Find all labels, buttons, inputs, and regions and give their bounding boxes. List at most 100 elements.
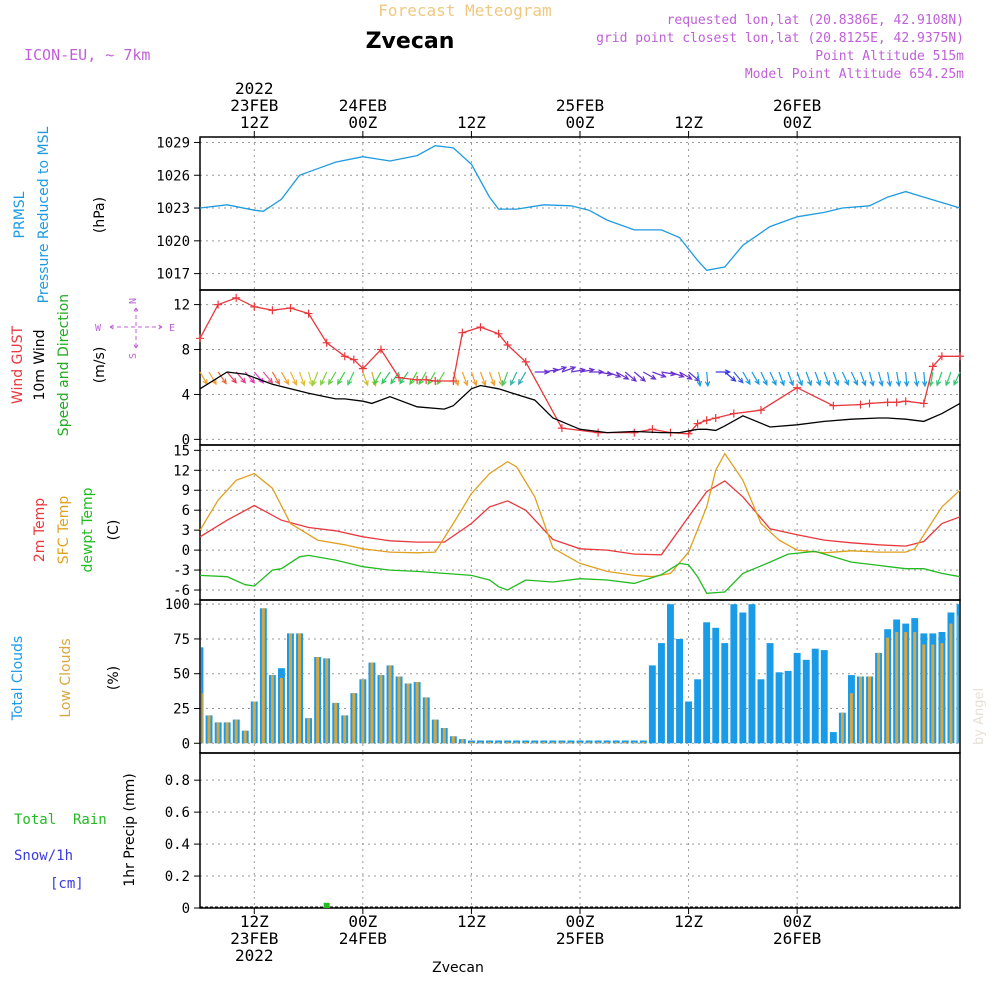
- wind-arrow-icon: [953, 371, 961, 386]
- wind-arrow-icon: [362, 371, 369, 387]
- ytick-label: -3: [173, 563, 190, 579]
- temp-unit: (C): [106, 520, 122, 541]
- gust-marker: [919, 399, 928, 408]
- total-cloud-bar: [802, 659, 810, 744]
- wind-arrow-icon: [381, 371, 391, 385]
- panel-pressure: 1017 1020 1023 1026 1029: [156, 135, 961, 291]
- low-cloud-bar: [451, 736, 455, 744]
- total-cloud-bar: [721, 643, 729, 744]
- wind-arrow-icon: [289, 371, 298, 386]
- wind-arrow-icon: [328, 371, 337, 386]
- low-cloud-bar: [596, 741, 600, 744]
- gust-marker: [693, 419, 702, 428]
- gust-marker: [250, 302, 259, 311]
- gust-marker: [196, 334, 204, 343]
- low-cloud-bar: [370, 662, 374, 744]
- total-cloud-bar: [712, 627, 720, 744]
- total-cloud-bar: [766, 643, 774, 744]
- low-cloud-bar: [840, 712, 844, 744]
- wind-arrow-icon: [518, 371, 527, 386]
- total-cloud-bar: [811, 648, 819, 744]
- low-cloud-bar: [895, 632, 899, 744]
- low-cloud-bar: [379, 675, 383, 744]
- total-cloud-bar: [703, 622, 711, 744]
- low-cloud-bar: [225, 722, 229, 744]
- low-cloud-bar: [207, 715, 211, 744]
- ytick-label: 0: [182, 432, 190, 448]
- snow-unit: [cm]: [50, 876, 84, 892]
- gust-marker: [422, 375, 431, 384]
- ytick-label: 75: [173, 632, 190, 648]
- requested-coords: requested lon,lat (20.8386E, 42.9108N): [667, 13, 964, 28]
- low-cloud-bar: [904, 632, 908, 744]
- wind-arrow-icon: [479, 371, 487, 387]
- gust-marker: [883, 398, 892, 407]
- panel-wind: 0 4 8 12: [173, 289, 961, 448]
- panel-frame: [199, 599, 961, 754]
- total-cloud-bar: [685, 701, 692, 744]
- wind-arrow-icon: [615, 371, 630, 380]
- low-cloud-bar: [243, 730, 247, 744]
- wind-arrow-icon: [320, 371, 328, 386]
- low-cloud-bar: [560, 741, 564, 744]
- wind-arrow-icon: [921, 371, 928, 388]
- total-rain-label: Total Rain: [14, 812, 107, 828]
- ytick-label: 50: [173, 667, 190, 683]
- wind-arrow-icon: [409, 371, 418, 386]
- top-time-label: 12Z: [240, 113, 269, 132]
- wind-arrow-icon: [805, 371, 813, 387]
- wind-arrow-icon: [624, 371, 638, 382]
- temp-dewpt-label: dewpt Temp: [80, 487, 96, 572]
- low-cloud-bar: [415, 682, 419, 744]
- total-cloud-bar: [667, 604, 674, 744]
- ytick-label: 1029: [156, 135, 190, 151]
- low-cloud-bar: [216, 722, 220, 744]
- low-cloud-bar: [497, 741, 501, 744]
- gust-marker: [322, 338, 331, 347]
- temperature-labels: 2m Temp SFC Temp dewpt Temp (C): [32, 487, 122, 572]
- low-cloud-bar: [569, 741, 573, 744]
- wind-10m-line: [199, 371, 961, 434]
- total-cloud-bar: [775, 672, 783, 744]
- wind-arrow-icon: [226, 371, 237, 384]
- cloud-unit: (%): [106, 666, 122, 690]
- ytick-label: 4: [182, 387, 190, 403]
- low-cloud-bar: [388, 665, 392, 744]
- wind-arrow-icon: [373, 371, 382, 386]
- low-cloud-bar: [641, 741, 645, 744]
- low-cloud-bar: [325, 658, 329, 744]
- wind-arrow-icon: [769, 371, 777, 386]
- wind-arrow-icon: [652, 371, 667, 378]
- panel-frame: [199, 752, 961, 909]
- temp-2m-label: 2m Temp: [32, 498, 48, 562]
- wind-gust-line: [199, 297, 960, 435]
- low-cloud-bar: [931, 644, 935, 744]
- ytick-label: -6: [173, 583, 190, 599]
- gust-marker: [594, 428, 603, 437]
- gust-marker: [449, 376, 458, 385]
- watermark: by Angel: [972, 688, 987, 745]
- wind-arrow-icon: [633, 371, 647, 382]
- compass-w: W: [95, 323, 102, 334]
- total-cloud-bar: [748, 604, 756, 744]
- gust-marker: [413, 375, 422, 384]
- gust-marker: [892, 398, 901, 407]
- top-time-label: 25FEB: [556, 96, 604, 115]
- low-cloud-bar: [469, 741, 473, 744]
- wind-arrow-icon: [670, 371, 685, 378]
- ytick-label: 1020: [156, 234, 190, 250]
- low-cloud-bar: [940, 643, 944, 744]
- wind-arrow-icon: [643, 371, 657, 380]
- low-cloud-bar: [957, 615, 959, 744]
- low-cloud-bar: [922, 644, 926, 744]
- wind-arrow-icon: [427, 371, 436, 386]
- low-cloud-bar: [949, 623, 953, 744]
- low-cloud-bar: [270, 675, 274, 744]
- wind-arrow-icon: [606, 371, 622, 378]
- top-time-label: 24FEB: [339, 96, 387, 115]
- ytick-label: 100: [165, 597, 190, 613]
- pressure-unit: (hPa): [92, 197, 108, 233]
- wind-arrow-icon: [199, 371, 208, 386]
- gust-marker: [340, 352, 349, 361]
- compass-e: E: [169, 323, 175, 334]
